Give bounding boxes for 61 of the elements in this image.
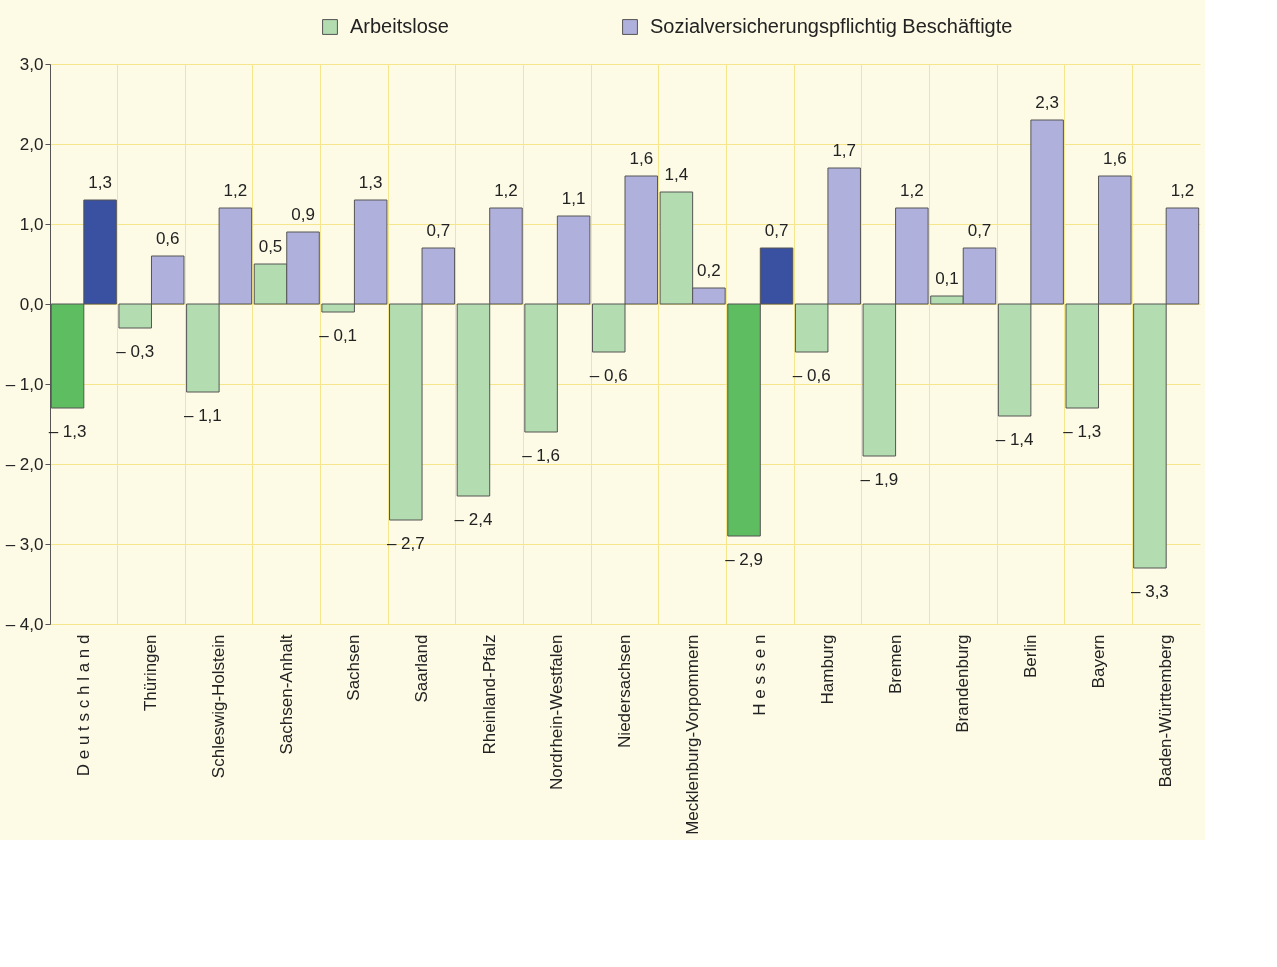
- x-tick-label: D e u t s c h l a n d: [73, 634, 93, 777]
- data-label: 0,6: [155, 229, 180, 248]
- y-tick-label: – 1,0: [5, 374, 44, 394]
- x-tick-label: Nordrhein-Westfalen: [547, 634, 567, 791]
- x-tick-label: Mecklenburg-Vorpommern: [682, 634, 702, 835]
- data-label: 1,1: [561, 189, 586, 208]
- data-label: 1,7: [832, 141, 857, 160]
- data-label: – 0,6: [589, 366, 628, 385]
- x-tick-label: Bayern: [1088, 634, 1108, 689]
- data-label: – 0,3: [116, 342, 155, 361]
- data-label: 1,4: [664, 165, 689, 184]
- data-label: 1,2: [223, 181, 248, 200]
- data-label: 0,1: [935, 269, 959, 288]
- data-label: – 1,1: [183, 406, 222, 425]
- data-label: 2,3: [1035, 93, 1059, 112]
- data-label: – 1,3: [48, 422, 87, 441]
- y-tick-label: 0,0: [19, 294, 44, 314]
- data-label: – 0,6: [792, 366, 831, 385]
- x-tick-label: Baden-Württemberg: [1156, 634, 1176, 788]
- x-tick-label: H e s s e n: [750, 634, 770, 716]
- data-label: 1,6: [629, 149, 654, 168]
- data-label: 0,2: [697, 261, 721, 280]
- data-label: 1,2: [900, 181, 924, 200]
- y-tick-label: 3,0: [19, 54, 44, 74]
- y-tick-label: – 4,0: [5, 614, 44, 634]
- data-label: 0,7: [426, 221, 451, 240]
- data-label: 1,3: [358, 173, 383, 192]
- data-label: – 2,7: [386, 534, 425, 553]
- x-tick-label: Sachsen: [344, 634, 364, 701]
- x-tick-label: Thüringen: [141, 634, 161, 712]
- data-label: – 1,4: [995, 430, 1034, 449]
- data-label: 0,5: [258, 237, 283, 256]
- data-label: 0,9: [291, 205, 315, 224]
- data-label: 0,7: [764, 221, 789, 240]
- data-label: 1,3: [88, 173, 112, 192]
- x-tick-label: Brandenburg: [953, 634, 973, 733]
- x-tick-label: Sachsen-Anhalt: [276, 634, 296, 755]
- data-label: 1,2: [1170, 181, 1195, 200]
- x-tick-label: Berlin: [1020, 634, 1040, 678]
- data-label: 1,6: [1102, 149, 1127, 168]
- x-tick-label: Schleswig-Holstein: [209, 634, 229, 779]
- data-label: 0,7: [967, 221, 992, 240]
- y-tick-label: – 3,0: [5, 534, 44, 554]
- data-label: – 2,4: [454, 510, 493, 529]
- x-tick-label: Saarland: [412, 634, 432, 703]
- x-tick-label: Bremen: [885, 634, 905, 695]
- x-tick-label: Niedersachsen: [615, 634, 634, 748]
- y-tick-label: – 2,0: [5, 454, 44, 474]
- data-label: – 3,3: [1131, 582, 1169, 601]
- x-tick-label: Hamburg: [817, 634, 837, 705]
- data-label: – 1,6: [522, 446, 560, 465]
- legend-label: Arbeitslose: [350, 15, 449, 37]
- legend-label: Sozialversicherungspflichtig Beschäftigte: [650, 15, 1013, 37]
- x-tick-label: Rheinland-Pfalz: [479, 634, 499, 755]
- data-label: – 0,1: [319, 326, 358, 345]
- y-tick-label: 2,0: [19, 134, 44, 154]
- data-label: – 1,9: [860, 470, 899, 489]
- data-label: – 2,9: [725, 550, 763, 569]
- data-label: 1,2: [494, 181, 518, 200]
- data-label: – 1,3: [1063, 422, 1102, 441]
- y-tick-label: 1,0: [19, 214, 44, 234]
